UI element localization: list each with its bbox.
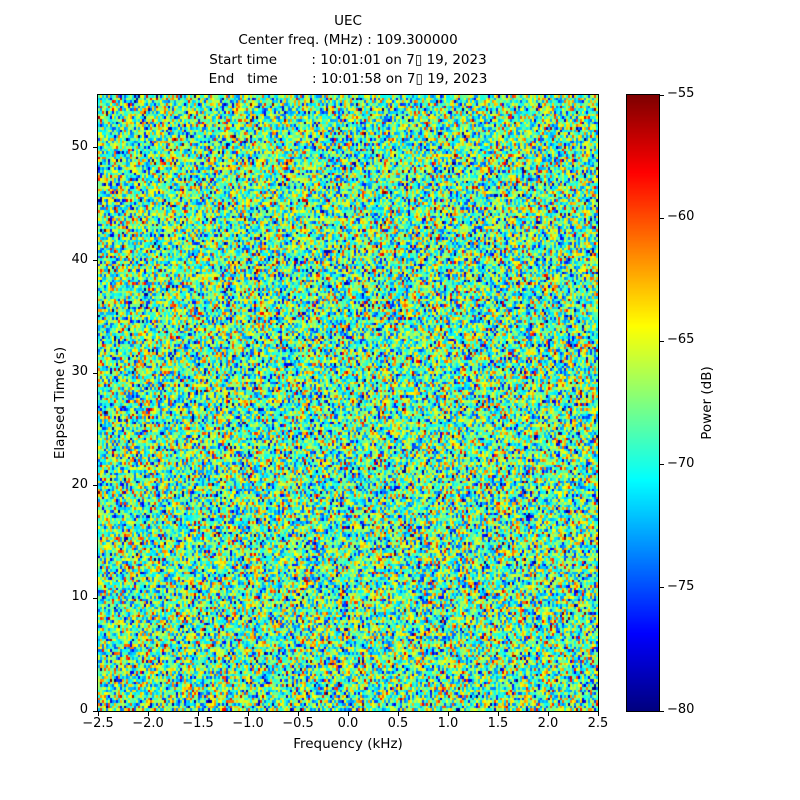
y-tick-mark bbox=[93, 147, 97, 149]
y-tick-mark bbox=[93, 597, 97, 599]
colorbar-tick-label: −60 bbox=[667, 209, 695, 225]
y-tick-label: 40 bbox=[71, 251, 88, 267]
x-tick-label: 2.0 bbox=[537, 716, 559, 731]
colorbar-tick-label: −65 bbox=[667, 332, 695, 348]
x-tick-label: −1.0 bbox=[232, 716, 264, 731]
colorbar-tick-mark bbox=[660, 340, 664, 342]
chart-title: UEC bbox=[334, 13, 362, 29]
y-tick-label: 20 bbox=[71, 476, 88, 492]
x-tick-label: −1.5 bbox=[182, 716, 214, 731]
colorbar-tick-mark bbox=[660, 464, 664, 466]
x-tick-mark bbox=[447, 712, 449, 716]
x-tick-label: 0.5 bbox=[387, 716, 409, 731]
chart-subtitle-center-freq: Center freq. (MHz) : 109.300000 bbox=[238, 32, 458, 49]
y-tick-mark bbox=[93, 710, 97, 712]
x-tick-mark bbox=[97, 712, 99, 716]
x-tick-mark bbox=[197, 712, 199, 716]
x-tick-mark bbox=[547, 712, 549, 716]
x-tick-mark bbox=[347, 712, 349, 716]
x-tick-label: −0.5 bbox=[282, 716, 314, 731]
x-tick-mark bbox=[297, 712, 299, 716]
colorbar-gradient bbox=[626, 94, 660, 712]
chart-subtitle-end-time: End time : 10:01:58 on 7▯ 19, 2023 bbox=[208, 70, 488, 87]
y-tick-mark bbox=[93, 260, 97, 262]
colorbar-tick-mark bbox=[660, 587, 664, 589]
x-tick-label: −2.0 bbox=[132, 716, 164, 731]
x-tick-label: 2.5 bbox=[587, 716, 609, 731]
colorbar-tick-label: −55 bbox=[667, 86, 695, 101]
x-tick-label: −2.5 bbox=[82, 716, 114, 731]
chart-subtitle-start-time: Start time : 10:01:01 on 7▯ 19, 2023 bbox=[209, 51, 487, 68]
x-tick-mark bbox=[497, 712, 499, 716]
y-tick-label: 50 bbox=[71, 138, 88, 154]
x-tick-mark bbox=[397, 712, 399, 716]
x-tick-label: 0.0 bbox=[337, 716, 359, 731]
colorbar-tick-mark bbox=[660, 710, 664, 712]
x-tick-label: 1.0 bbox=[437, 716, 459, 731]
x-tick-mark bbox=[597, 712, 599, 716]
chart-title-block: UEC Center freq. (MHz) : 109.300000 Star… bbox=[98, 12, 598, 89]
colorbar-tick-label: −80 bbox=[667, 702, 695, 717]
y-tick-mark bbox=[93, 372, 97, 374]
colorbar-tick-label: −70 bbox=[667, 455, 695, 471]
colorbar-tick-label: −75 bbox=[667, 578, 695, 594]
x-tick-mark bbox=[247, 712, 249, 716]
colorbar-label: Power (dB) bbox=[699, 366, 715, 440]
colorbar-tick-mark bbox=[660, 94, 664, 96]
x-tick-mark bbox=[147, 712, 149, 716]
y-tick-label: 10 bbox=[71, 589, 88, 605]
y-tick-label: 0 bbox=[79, 702, 88, 717]
y-tick-label: 30 bbox=[71, 364, 88, 380]
x-tick-label: 1.5 bbox=[487, 716, 509, 731]
x-axis-label: Frequency (kHz) bbox=[293, 736, 403, 752]
y-tick-mark bbox=[93, 485, 97, 487]
spectrogram-heatmap bbox=[97, 94, 599, 712]
colorbar-tick-mark bbox=[660, 217, 664, 219]
